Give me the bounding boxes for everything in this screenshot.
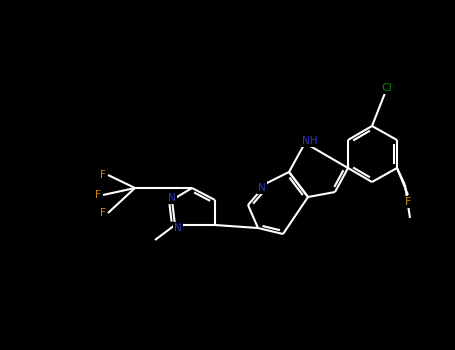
Text: Cl: Cl (382, 83, 392, 93)
Text: N: N (168, 193, 176, 203)
Text: N: N (174, 223, 182, 233)
Text: F: F (100, 208, 106, 218)
Text: F: F (100, 170, 106, 180)
Text: NH: NH (302, 136, 318, 146)
Text: F: F (405, 197, 411, 207)
Text: N: N (258, 183, 266, 193)
Text: F: F (95, 190, 101, 200)
